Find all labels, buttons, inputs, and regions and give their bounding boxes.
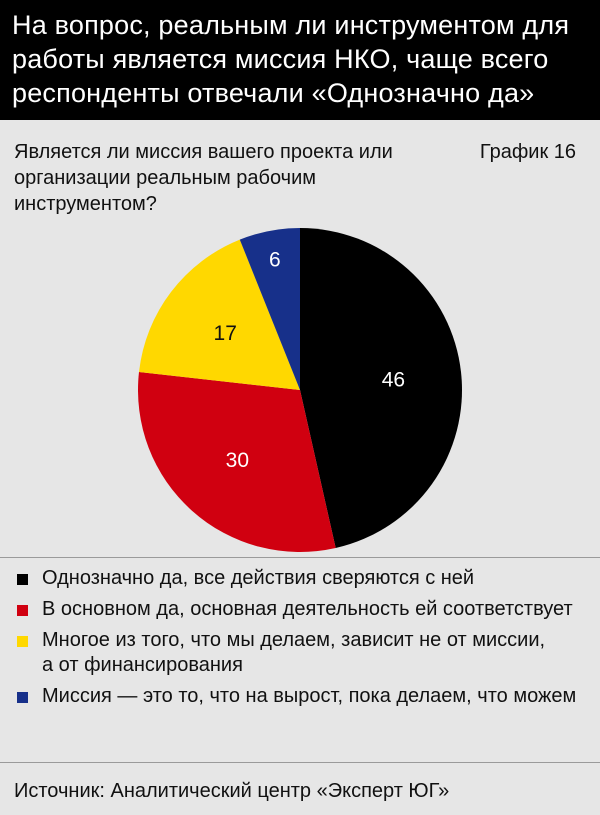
legend-label: Однозначно да, все действия сверяются с … (42, 567, 475, 589)
header-title: На вопрос, реальным ли инструментом для … (12, 10, 570, 108)
pie-slice-4 (239, 228, 300, 390)
pie-slice-3 (138, 239, 300, 390)
divider-top (0, 557, 600, 558)
slice-value-label-4: 6 (269, 249, 281, 272)
legend-item: Однозначно да, все действия сверяются с … (0, 566, 600, 591)
divider-bottom (0, 762, 600, 763)
source-note: Источник: Аналитический центр «Эксперт Ю… (14, 780, 450, 802)
pie-slice-1 (300, 228, 463, 549)
chart-number: График 16 (479, 141, 576, 163)
legend-item: Миссия — это то, что на вырост, пока дел… (0, 684, 600, 709)
legend-label: Миссия — это то, что на вырост, пока дел… (42, 685, 577, 707)
legend-swatch (17, 605, 28, 616)
legend: Однозначно да, все действия сверяются с … (0, 566, 600, 715)
legend-swatch (17, 636, 28, 647)
legend-item: В основном да, основная деятельность ей … (0, 597, 600, 622)
legend-item: Многое из того, что мы делаем, зависит н… (0, 628, 600, 678)
legend-swatch (17, 574, 28, 585)
slice-value-label-3: 17 (214, 322, 237, 345)
slice-value-label-1: 46 (382, 369, 405, 392)
pie-slice-2 (137, 372, 336, 552)
slice-value-label-2: 30 (226, 449, 249, 472)
legend-label: Многое из того, что мы делаем, зависит н… (42, 629, 546, 676)
chart-question: Является ли миссия вашего проекта или ор… (14, 141, 393, 215)
header-banner: На вопрос, реальным ли инструментом для … (0, 0, 600, 120)
pie-chart: 46 30 17 6 (137, 228, 463, 552)
legend-label: В основном да, основная деятельность ей … (42, 598, 573, 620)
legend-swatch (17, 692, 28, 703)
